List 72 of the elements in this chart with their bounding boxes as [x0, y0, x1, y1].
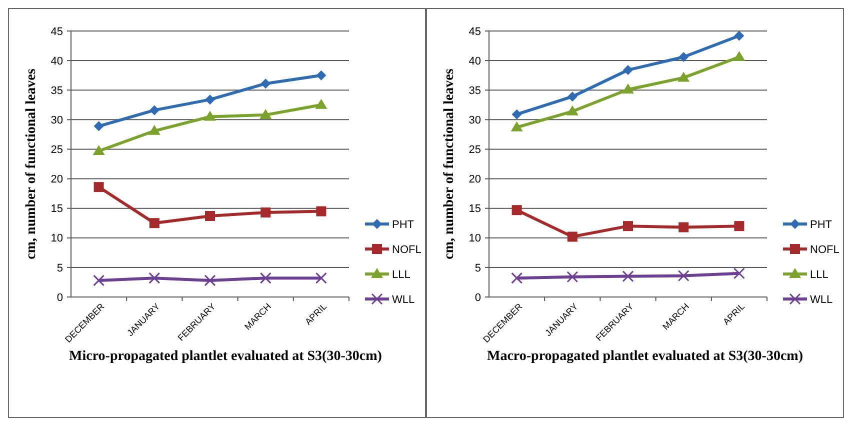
- point: [733, 51, 746, 62]
- point: [149, 218, 160, 228]
- point: [204, 110, 216, 121]
- point: [260, 272, 272, 284]
- y-tick-label: 25: [50, 144, 63, 156]
- y-tick-label: 20: [50, 174, 63, 186]
- point: [94, 121, 104, 132]
- point: [566, 105, 578, 116]
- point: [678, 52, 689, 62]
- point: [315, 98, 328, 109]
- point: [260, 207, 271, 218]
- y-tick-label: 45: [468, 26, 481, 38]
- point: [678, 270, 690, 282]
- point: [260, 108, 272, 119]
- point: [205, 94, 215, 105]
- y-axis-title: cm, number of functional leaves: [24, 68, 39, 260]
- y-tick-label: 40: [50, 55, 63, 68]
- legend-label: PHT: [810, 218, 832, 231]
- legend-label: NOFL: [392, 244, 422, 256]
- legend-label: WLL: [810, 294, 833, 306]
- point: [567, 92, 578, 102]
- y-tick-label: 40: [468, 55, 481, 68]
- point: [623, 65, 633, 76]
- y-axis-title: cm, number of functional leaves: [442, 68, 457, 260]
- point: [734, 221, 744, 232]
- legend-label: NOFL: [810, 244, 840, 256]
- point: [734, 30, 744, 41]
- x-axis-title: Micro-propagated plantlet evaluated at S3(30-30cm): [69, 349, 382, 365]
- point: [510, 121, 523, 132]
- legend-label: LLL: [810, 268, 828, 281]
- point: [205, 211, 215, 222]
- point: [512, 109, 522, 120]
- y-tick-label: 0: [474, 292, 481, 304]
- legend-label: PHT: [392, 218, 414, 231]
- y-tick-label: 15: [468, 203, 481, 216]
- legend-label: WLL: [392, 294, 415, 306]
- y-tick-label: 45: [50, 26, 63, 38]
- y-tick-label: 10: [468, 232, 481, 245]
- point: [92, 144, 105, 155]
- point: [678, 222, 689, 232]
- point: [622, 84, 634, 94]
- y-tick-label: 20: [468, 174, 481, 186]
- point: [148, 124, 160, 135]
- y-tick-label: 5: [56, 262, 63, 274]
- point: [93, 274, 105, 286]
- point: [316, 70, 326, 80]
- point: [678, 72, 690, 82]
- point: [148, 272, 160, 284]
- y-tick-label: 5: [474, 262, 481, 274]
- point: [315, 272, 327, 284]
- point: [260, 78, 271, 89]
- y-tick-label: 30: [50, 114, 63, 127]
- y-tick-label: 25: [468, 144, 481, 156]
- y-tick-label: 0: [56, 292, 63, 304]
- point: [512, 205, 522, 216]
- point: [94, 182, 104, 192]
- x-axis-title: Macro-propagated plantlet evaluated at S3(30-30cm): [487, 349, 803, 365]
- y-tick-label: 30: [468, 114, 481, 127]
- point: [316, 206, 326, 216]
- point: [733, 268, 745, 280]
- point: [511, 272, 523, 284]
- y-tick-label: 35: [468, 84, 481, 97]
- point: [622, 270, 634, 282]
- y-tick-label: 35: [50, 84, 63, 97]
- point: [204, 274, 216, 286]
- point: [623, 221, 633, 232]
- point: [566, 271, 578, 283]
- y-tick-label: 10: [50, 232, 63, 245]
- y-tick-label: 15: [50, 203, 63, 216]
- point: [149, 105, 160, 116]
- point: [567, 232, 578, 242]
- legend-label: LLL: [392, 268, 410, 281]
